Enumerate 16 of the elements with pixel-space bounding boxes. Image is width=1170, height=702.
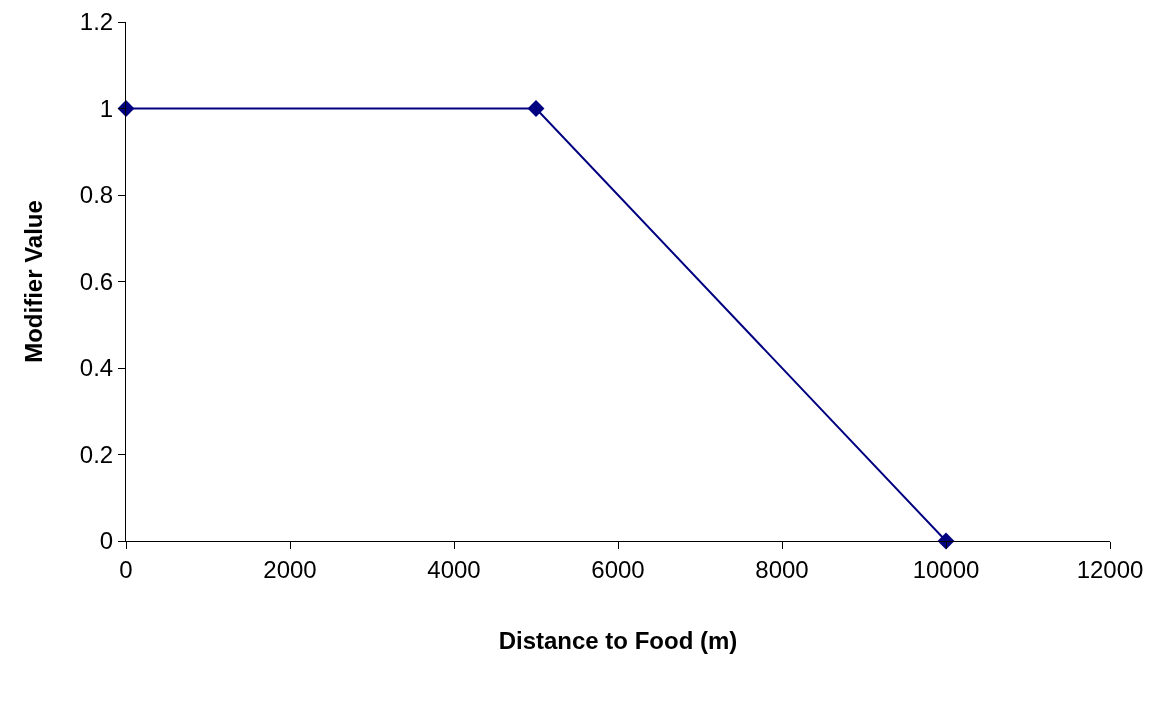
x-tick-label: 10000: [912, 555, 980, 583]
y-tick-label: 0: [99, 527, 114, 555]
x-tick-label: 4000: [427, 555, 481, 583]
x-tick-label: 6000: [591, 555, 645, 583]
x-tick-label: 12000: [1076, 555, 1144, 583]
y-tick-label: 0.8: [79, 181, 114, 209]
x-tick-label: 8000: [755, 555, 809, 583]
y-tick-label: 1: [99, 94, 114, 122]
x-tick-label: 2000: [263, 555, 317, 583]
y-tick-label: 0.4: [79, 354, 114, 382]
x-tick-label: 0: [119, 555, 133, 583]
y-tick-label: 0.6: [79, 267, 114, 295]
y-tick-label: 1.2: [79, 8, 114, 36]
x-axis-title: Distance to Food (m): [498, 627, 738, 655]
y-axis-title: Modifier Value: [19, 200, 47, 363]
y-tick-label: 0.2: [79, 440, 114, 468]
